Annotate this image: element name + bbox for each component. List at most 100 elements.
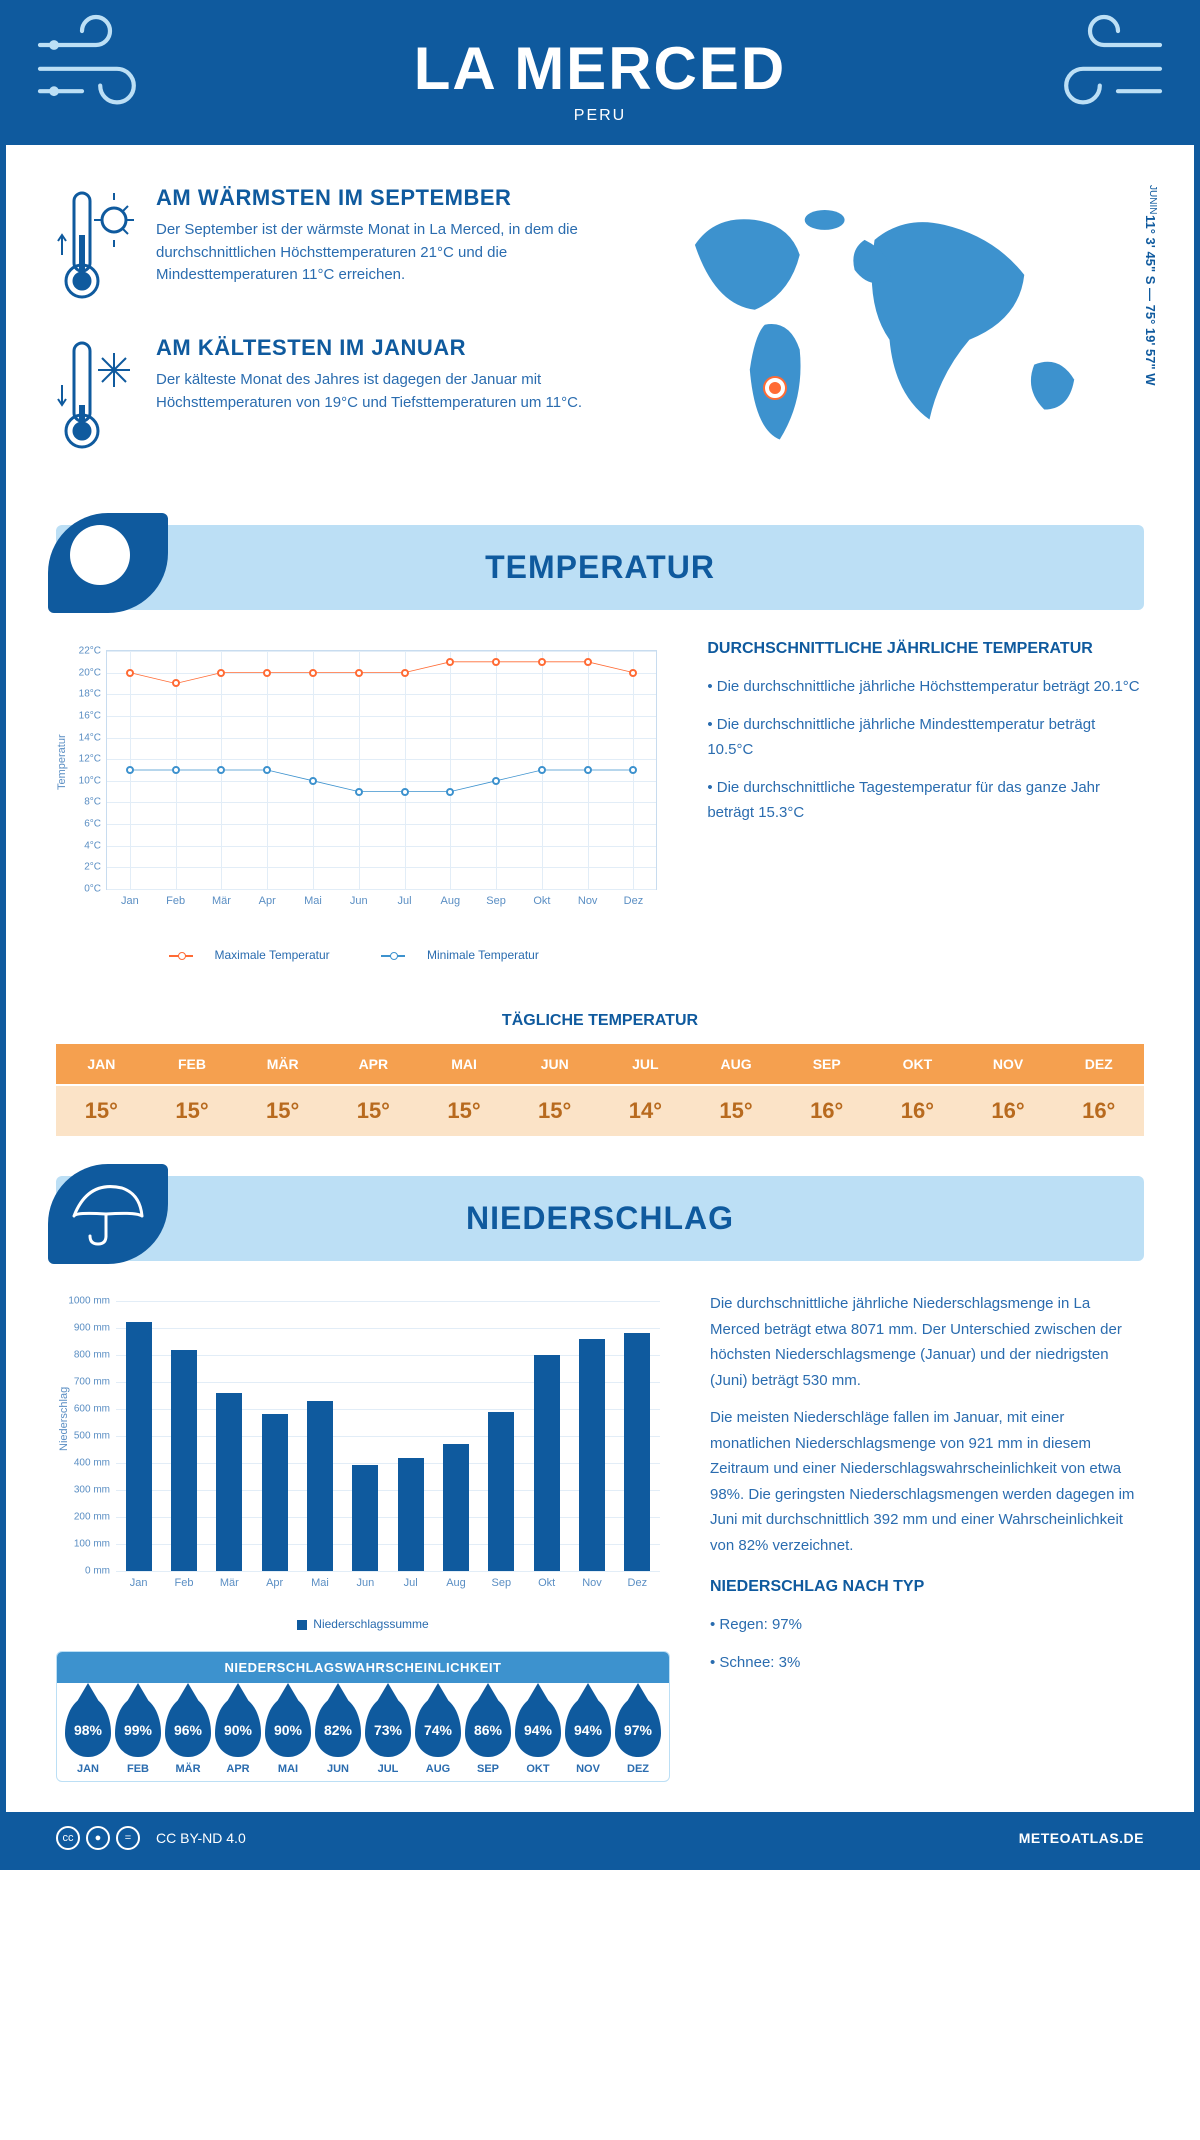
thermometer-cold-icon <box>56 335 136 455</box>
table-header: JUN <box>509 1044 600 1084</box>
license-text: CC BY-ND 4.0 <box>156 1830 246 1846</box>
coldest-title: AM KÄLTESTEN IM JANUAR <box>156 335 605 361</box>
header: LA MERCED PERU <box>6 6 1194 145</box>
probability-drop: 96%MÄR <box>165 1697 211 1775</box>
country-label: PERU <box>6 107 1194 125</box>
by-icon: ● <box>86 1826 110 1850</box>
bar <box>216 1393 242 1571</box>
table-header: OKT <box>872 1044 963 1084</box>
table-cell: 16° <box>781 1084 872 1136</box>
table-header: AUG <box>691 1044 782 1084</box>
table-cell: 15° <box>147 1084 238 1136</box>
cc-icon: cc <box>56 1826 80 1850</box>
infographic-container: LA MERCED PERU AM WÄRMST <box>0 0 1200 1870</box>
bar <box>579 1339 605 1571</box>
precipitation-probability: NIEDERSCHLAGSWAHRSCHEINLICHKEIT 98%JAN99… <box>56 1651 670 1782</box>
precip-rain: • Regen: 97% <box>710 1612 1144 1638</box>
footer: cc ● = CC BY-ND 4.0 METEOATLAS.DE <box>6 1812 1194 1864</box>
sun-icon <box>48 513 168 613</box>
daily-temp-table: JANFEBMÄRAPRMAIJUNJULAUGSEPOKTNOVDEZ 15°… <box>56 1044 1144 1136</box>
table-cell: 14° <box>600 1084 691 1136</box>
precip-desc-p2: Die meisten Niederschläge fallen im Janu… <box>710 1405 1144 1558</box>
license-icons: cc ● = CC BY-ND 4.0 <box>56 1826 246 1850</box>
thermometer-hot-icon <box>56 185 136 305</box>
bar <box>534 1355 560 1571</box>
temp-desc-b2: • Die durchschnittliche jährliche Mindes… <box>707 712 1144 763</box>
probability-drop: 73%JUL <box>365 1697 411 1775</box>
bar <box>443 1444 469 1571</box>
bar <box>352 1465 378 1571</box>
probability-drop: 82%JUN <box>315 1697 361 1775</box>
bar <box>624 1333 650 1571</box>
table-header: DEZ <box>1053 1044 1144 1084</box>
table-cell: 15° <box>419 1084 510 1136</box>
table-cell: 15° <box>509 1084 600 1136</box>
table-header: NOV <box>963 1044 1054 1084</box>
precip-chart-legend: Niederschlagssumme <box>56 1617 670 1631</box>
table-cell: 15° <box>237 1084 328 1136</box>
table-cell: 15° <box>56 1084 147 1136</box>
bar <box>262 1414 288 1571</box>
table-header: SEP <box>781 1044 872 1084</box>
temp-desc-b3: • Die durchschnittliche Tagestemperatur … <box>707 775 1144 826</box>
bar <box>307 1401 333 1571</box>
warmest-fact: AM WÄRMSTEN IM SEPTEMBER Der September i… <box>56 185 605 305</box>
warmest-text: Der September ist der wärmste Monat in L… <box>156 219 605 287</box>
precipitation-bar-chart: Niederschlag 0 mm100 mm200 mm300 mm400 m… <box>56 1291 670 1611</box>
probability-drop: 90%MAI <box>265 1697 311 1775</box>
table-cell: 15° <box>691 1084 782 1136</box>
table-cell: 16° <box>1053 1084 1144 1136</box>
temperature-heading: TEMPERATUR <box>56 549 1144 586</box>
temp-desc-b1: • Die durchschnittliche jährliche Höchst… <box>707 674 1144 700</box>
precip-type-title: NIEDERSCHLAG NACH TYP <box>710 1578 1144 1596</box>
wind-icon <box>1034 0 1174 136</box>
probability-drop: 94%OKT <box>515 1697 561 1775</box>
bar <box>126 1322 152 1571</box>
precipitation-banner: NIEDERSCHLAG <box>56 1176 1144 1261</box>
world-map <box>645 185 1144 469</box>
probability-drop: 90%APR <box>215 1697 261 1775</box>
temperature-banner: TEMPERATUR <box>56 525 1144 610</box>
table-header: MÄR <box>237 1044 328 1084</box>
coordinates: 11° 3' 45" S — 75° 19' 57" W <box>1143 215 1158 386</box>
probability-drop: 94%NOV <box>565 1697 611 1775</box>
brand-name: METEOATLAS.DE <box>1019 1830 1144 1846</box>
wind-icon <box>26 0 166 136</box>
intro-section: AM WÄRMSTEN IM SEPTEMBER Der September i… <box>6 145 1194 515</box>
page-title: LA MERCED <box>6 34 1194 103</box>
probability-drop: 86%SEP <box>465 1697 511 1775</box>
bar <box>488 1412 514 1571</box>
nd-icon: = <box>116 1826 140 1850</box>
warmest-title: AM WÄRMSTEN IM SEPTEMBER <box>156 185 605 211</box>
bar <box>171 1350 197 1571</box>
probability-drop: 97%DEZ <box>615 1697 661 1775</box>
precipitation-description: Die durchschnittliche jährliche Niedersc… <box>710 1291 1144 1782</box>
daily-temp-heading: TÄGLICHE TEMPERATUR <box>6 1012 1194 1030</box>
probability-drop: 99%FEB <box>115 1697 161 1775</box>
table-header: JUL <box>600 1044 691 1084</box>
coldest-text: Der kälteste Monat des Jahres ist dagege… <box>156 369 605 414</box>
table-cell: 16° <box>872 1084 963 1136</box>
table-header: FEB <box>147 1044 238 1084</box>
umbrella-icon <box>48 1164 168 1264</box>
table-cell: 16° <box>963 1084 1054 1136</box>
table-header: JAN <box>56 1044 147 1084</box>
temperature-description: DURCHSCHNITTLICHE JÄHRLICHE TEMPERATUR •… <box>707 640 1144 962</box>
temp-chart-ylabel: Temperatur <box>56 734 68 790</box>
table-cell: 15° <box>328 1084 419 1136</box>
precip-snow: • Schnee: 3% <box>710 1650 1144 1676</box>
temp-desc-title: DURCHSCHNITTLICHE JÄHRLICHE TEMPERATUR <box>707 640 1144 658</box>
precip-chart-ylabel: Niederschlag <box>58 1387 70 1451</box>
precipitation-heading: NIEDERSCHLAG <box>56 1200 1144 1237</box>
bar <box>398 1458 424 1571</box>
coldest-fact: AM KÄLTESTEN IM JANUAR Der kälteste Mona… <box>56 335 605 455</box>
probability-drop: 98%JAN <box>65 1697 111 1775</box>
precip-desc-p1: Die durchschnittliche jährliche Niedersc… <box>710 1291 1144 1393</box>
probability-drop: 74%AUG <box>415 1697 461 1775</box>
temp-chart-legend: Maximale Temperatur Minimale Temperatur <box>56 948 667 962</box>
table-header: APR <box>328 1044 419 1084</box>
table-header: MAI <box>419 1044 510 1084</box>
probability-title: NIEDERSCHLAGSWAHRSCHEINLICHKEIT <box>57 1652 669 1683</box>
region-label: JUNIN <box>1147 185 1158 214</box>
temperature-line-chart: Temperatur 0°C2°C4°C6°C8°C10°C12°C14°C16… <box>56 640 667 940</box>
